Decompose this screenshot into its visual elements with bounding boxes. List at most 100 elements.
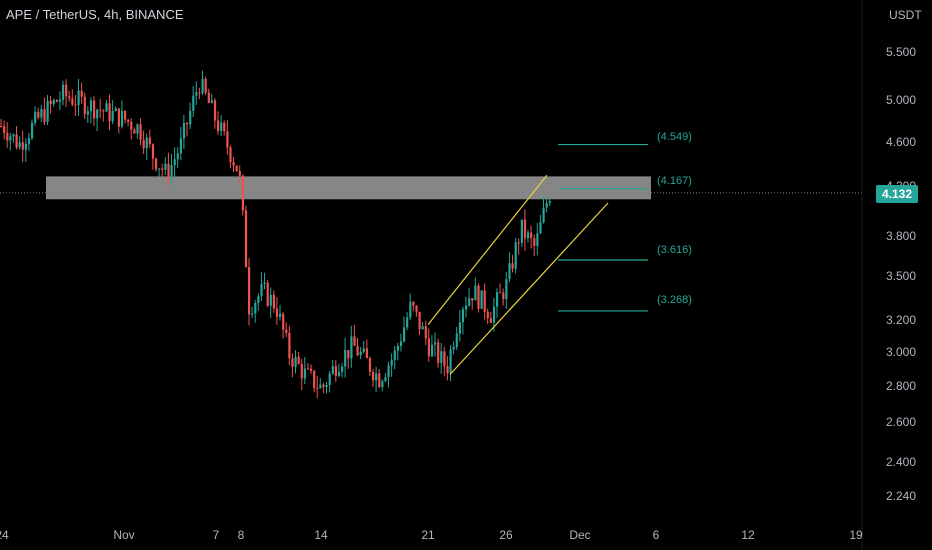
candle (424, 326, 427, 339)
candle (285, 329, 288, 333)
channel-upper-line[interactable] (427, 174, 548, 326)
candle (365, 348, 368, 359)
candle (114, 108, 117, 112)
candle (232, 162, 235, 166)
candle (458, 322, 461, 334)
time-tick-label: 19 (849, 528, 863, 542)
candle (9, 136, 12, 141)
candle (337, 371, 341, 376)
candle (3, 126, 6, 134)
candle (151, 144, 155, 159)
candle (186, 122, 189, 125)
candle (427, 338, 430, 357)
candle (418, 311, 421, 330)
symbol-title[interactable]: APE / TetherUS, 4h, BINANCE (6, 7, 184, 22)
candle (403, 327, 406, 342)
candle (62, 84, 65, 100)
candle (548, 201, 551, 203)
candle (480, 290, 483, 309)
price-tick-label: 2.800 (886, 379, 917, 393)
resistance-zone[interactable] (46, 176, 651, 200)
candle (40, 109, 43, 118)
candle (238, 171, 241, 176)
candle (189, 110, 192, 125)
candle (375, 373, 378, 381)
candle (130, 121, 133, 130)
candle (468, 298, 471, 306)
candle (275, 308, 279, 317)
candle (511, 263, 514, 269)
candle (229, 147, 232, 163)
candle (282, 313, 285, 330)
candle (120, 110, 124, 127)
time-tick-label: 24 (0, 528, 9, 542)
candle (145, 137, 148, 149)
price-tick-label: 3.000 (886, 345, 917, 359)
candle (406, 317, 409, 328)
candle (505, 279, 508, 300)
candle (421, 326, 424, 330)
candle (288, 332, 291, 359)
candle (195, 92, 198, 96)
candle (102, 110, 105, 112)
candle (213, 100, 217, 121)
candle (294, 356, 297, 367)
candle (89, 100, 93, 112)
candle (111, 111, 114, 122)
level-label-target-high: (4.549) (657, 131, 692, 143)
candle (77, 90, 80, 106)
candle (266, 282, 269, 306)
candle (434, 342, 437, 345)
candles-group (0, 70, 551, 399)
channel-lower-line[interactable] (449, 202, 609, 375)
candle (179, 138, 182, 154)
price-tick-label: 5.500 (886, 45, 917, 59)
candle (248, 267, 251, 315)
candle (279, 313, 282, 317)
candle (18, 142, 21, 148)
candle (399, 341, 403, 347)
price-unit-label[interactable]: USDT (889, 8, 922, 22)
candle (492, 306, 496, 323)
candle (24, 143, 27, 150)
candle (443, 351, 446, 367)
candle (455, 333, 458, 347)
candle (390, 359, 393, 366)
candle (362, 348, 365, 352)
candle (192, 95, 195, 111)
candle (387, 365, 390, 378)
price-tick-label: 3.500 (886, 269, 917, 283)
candle (68, 96, 71, 99)
candle (396, 346, 399, 351)
candle (6, 133, 9, 141)
price-tick-label: 2.600 (886, 415, 917, 429)
candle (139, 124, 142, 140)
time-tick-label: 14 (314, 528, 328, 542)
candle (517, 242, 520, 244)
candle (176, 153, 179, 160)
candle (477, 285, 480, 309)
candle (136, 124, 139, 134)
candle (393, 350, 396, 360)
candle (49, 100, 52, 105)
candle (272, 294, 275, 309)
candle (80, 90, 83, 97)
candle (539, 222, 542, 234)
candle (93, 100, 96, 119)
candle (117, 108, 120, 127)
candle (269, 294, 272, 306)
candle (21, 142, 24, 150)
candle (86, 111, 89, 115)
candle (235, 165, 238, 172)
time-tick-label: 8 (237, 528, 245, 542)
candle (523, 219, 527, 239)
candle (83, 96, 86, 115)
candle (334, 366, 337, 376)
time-tick-label: 6 (652, 528, 660, 542)
candle (347, 350, 350, 359)
candle (105, 103, 108, 112)
candle (356, 345, 359, 356)
candle (300, 363, 303, 379)
candle (223, 122, 226, 132)
